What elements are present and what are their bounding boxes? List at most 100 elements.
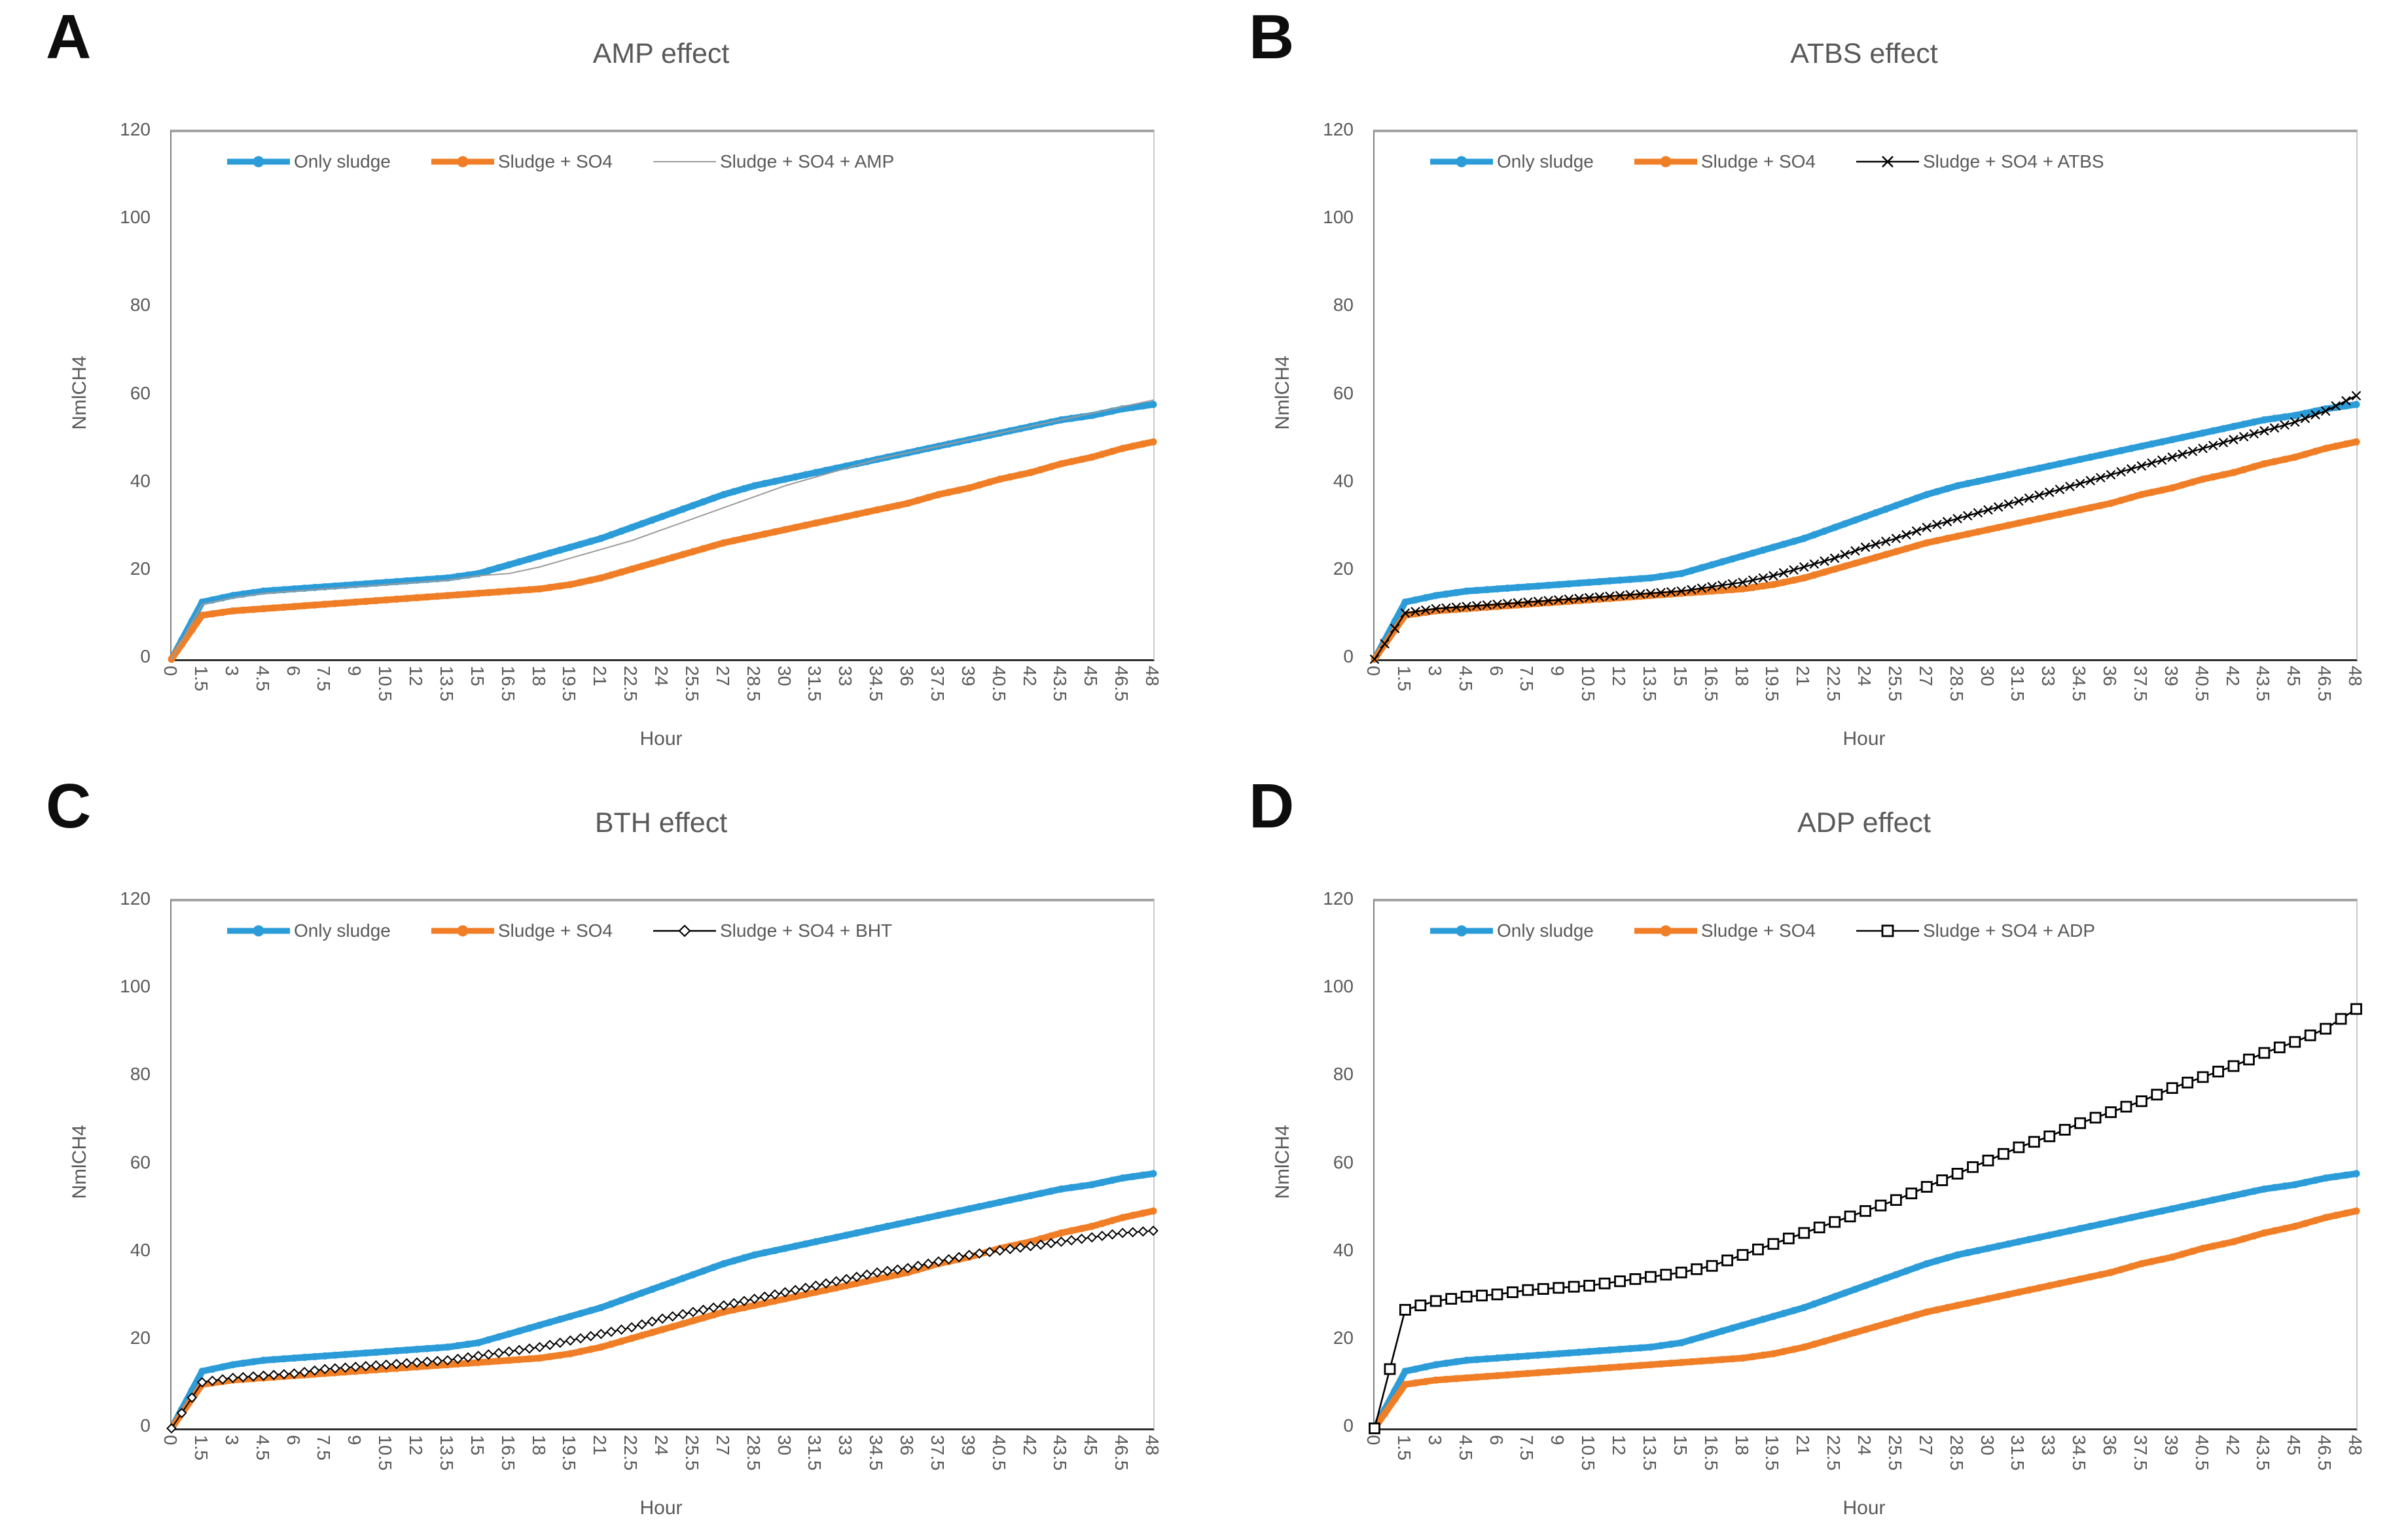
y-tick-label: 0 xyxy=(140,1415,151,1436)
panel-b-series-plot xyxy=(1369,391,2362,664)
x-tick-label: 12 xyxy=(406,666,426,687)
x-tick-label: 45 xyxy=(1081,1435,1102,1456)
x-tick-label: 39 xyxy=(2161,666,2182,687)
x-tick-label: 12 xyxy=(1609,1435,1629,1456)
x-tick-label: 18 xyxy=(1731,666,1752,687)
legend-item: Sludge + SO4 + AMP xyxy=(653,151,894,173)
x-tick-label: 37.5 xyxy=(2130,666,2151,702)
legend-item: Only sludge xyxy=(227,151,391,173)
x-tick-label: 1.5 xyxy=(190,666,211,691)
y-tick-label: 80 xyxy=(130,1064,151,1085)
panel-d-plot-area: Only sludge Sludge + SO4 Sludge + SO4 + AD… xyxy=(1369,899,2362,1434)
panel-a-letter: A xyxy=(46,2,92,72)
x-tick-label: 12 xyxy=(406,1435,426,1456)
x-tick-label: 24 xyxy=(1854,1435,1875,1456)
square-marker-icon xyxy=(1856,924,1919,937)
x-tick-label: 0 xyxy=(160,666,181,676)
legend-label: Sludge + SO4 xyxy=(497,920,613,941)
legend-label: Sludge + SO4 + ADP xyxy=(1923,920,2096,941)
x-tick-label: 1.5 xyxy=(1393,666,1414,691)
y-tick-label: 20 xyxy=(130,1327,151,1348)
x-tick-label: 40.5 xyxy=(2191,1435,2212,1471)
x-tick-label: 45 xyxy=(2284,666,2305,687)
legend-item: Sludge + SO4 + BHT xyxy=(653,920,892,942)
series-only-sludge xyxy=(168,401,1157,663)
circle-marker-icon xyxy=(1634,156,1697,168)
y-tick-label: 40 xyxy=(1333,470,1354,491)
x-tick-label: 37.5 xyxy=(2130,1435,2151,1471)
none-marker-icon xyxy=(653,161,716,162)
x-tick-label: 25.5 xyxy=(1884,1435,1905,1471)
x-tick-label: 25.5 xyxy=(1884,666,1905,702)
legend-label: Only sludge xyxy=(294,920,391,941)
x-tick-label: 28.5 xyxy=(743,666,764,702)
panel-d-legend: Only sludge Sludge + SO4 Sludge + SO4 + AD… xyxy=(1430,920,2095,942)
legend-item: Sludge + SO4 xyxy=(1634,151,1816,173)
x-tick-label: 7.5 xyxy=(314,1435,334,1460)
y-tick-label: 100 xyxy=(1323,207,1354,228)
x-tick-label: 46.5 xyxy=(2314,666,2335,702)
circle-marker-icon xyxy=(431,156,494,168)
x-tick-label: 31.5 xyxy=(804,1435,825,1471)
x-tick-label: 7.5 xyxy=(314,666,334,691)
legend-label: Sludge + SO4 xyxy=(1700,151,1816,172)
x-tick-label: 13.5 xyxy=(436,1435,457,1471)
y-tick-label: 80 xyxy=(1333,1064,1354,1085)
y-tick-label: 40 xyxy=(130,1239,151,1260)
panel-c-plot-area: Only sludge Sludge + SO4 Sludge + SO4 + BH… xyxy=(166,899,1159,1434)
panel-d-letter: D xyxy=(1249,771,1295,841)
x-tick-label: 36 xyxy=(2100,1435,2120,1456)
x-tick-label: 22.5 xyxy=(1824,666,1844,702)
x-tick-label: 46.5 xyxy=(1111,1435,1132,1471)
legend-label: Sludge + SO4 + ATBS xyxy=(1923,151,2104,172)
x-tick-label: 40.5 xyxy=(988,666,1009,702)
panel-c: C BTH effect NmlCH4 0 20 40 60 80 100 120 Only… xyxy=(20,771,1191,1535)
legend-label: Sludge + SO4 + AMP xyxy=(720,151,895,172)
legend-item: Sludge + SO4 xyxy=(431,920,613,942)
panel-b-letter: B xyxy=(1249,2,1295,72)
x-tick-label: 15 xyxy=(467,1435,488,1456)
legend-label: Only sludge xyxy=(1497,920,1594,941)
x-tick-label: 19.5 xyxy=(1762,1435,1783,1471)
x-tick-label: 22.5 xyxy=(620,666,641,702)
legend-label: Sludge + SO4 xyxy=(497,151,613,172)
y-tick-label: 60 xyxy=(130,1151,151,1172)
x-tick-label: 43.5 xyxy=(1050,666,1071,702)
x-tick-label: 0 xyxy=(1363,1435,1384,1445)
series-sludge-so4-bht xyxy=(166,1225,1159,1434)
series-only-sludge xyxy=(1371,401,2360,663)
x-tick-label: 21 xyxy=(1793,666,1814,687)
legend-item: Sludge + SO4 xyxy=(431,151,613,173)
y-tick-label: 0 xyxy=(1343,646,1354,666)
x-tick-label: 3 xyxy=(1424,1435,1445,1445)
x-tick-label: 33 xyxy=(2038,666,2059,687)
x-tick-label: 37.5 xyxy=(927,666,948,702)
x-tick-label: 7.5 xyxy=(1517,1435,1537,1460)
x-tick-label: 42 xyxy=(1019,666,1040,687)
x-tick-label: 13.5 xyxy=(1639,1435,1660,1471)
legend-item: Only sludge xyxy=(1430,151,1594,173)
x-tick-label: 24 xyxy=(651,666,672,687)
x-tick-label: 27 xyxy=(712,1435,733,1456)
x-tick-label: 42 xyxy=(2222,666,2243,687)
x-tick-label: 36 xyxy=(2100,666,2120,687)
x-tick-label: 43.5 xyxy=(2253,1435,2274,1471)
x-tick-label: 40.5 xyxy=(988,1435,1009,1471)
circle-marker-icon xyxy=(1430,925,1493,937)
x-tick-label: 30 xyxy=(1977,1435,1998,1456)
y-tick-label: 0 xyxy=(1343,1415,1354,1436)
x-tick-label: 10.5 xyxy=(1578,1435,1599,1471)
y-tick-label: 100 xyxy=(120,976,151,997)
y-tick-label: 40 xyxy=(130,470,151,491)
y-tick-label: 0 xyxy=(140,646,151,666)
panel-b-legend: Only sludge Sludge + SO4 Sludge + SO4 + AT… xyxy=(1430,151,2104,173)
x-tick-label: 34.5 xyxy=(866,666,887,702)
x-tick-label: 9 xyxy=(344,666,365,676)
x-tick-label: 16.5 xyxy=(497,666,518,702)
x-tick-label: 25.5 xyxy=(681,666,702,702)
panel-d: D ADP effect NmlCH4 0 20 40 60 80 100 120 Only… xyxy=(1223,771,2394,1535)
x-tick-label: 19.5 xyxy=(559,666,580,702)
x-tick-label: 18 xyxy=(528,1435,549,1456)
legend-item: Sludge + SO4 + ADP xyxy=(1856,920,2095,942)
